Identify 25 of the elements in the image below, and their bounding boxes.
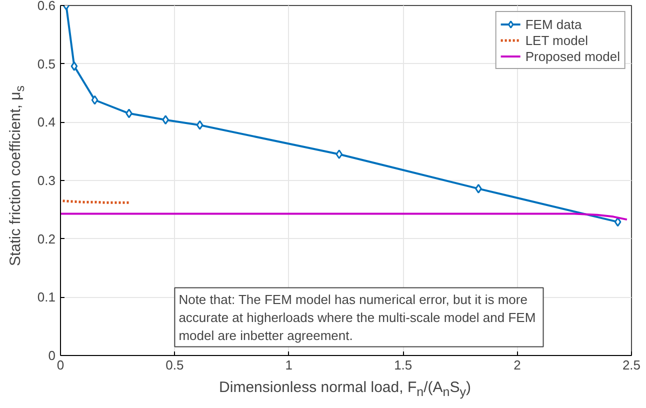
point <box>91 95 98 105</box>
y-tick-label: 0.5 <box>37 56 56 72</box>
y-tick-label: 0 <box>48 348 56 363</box>
y-tick-label: 0.1 <box>37 290 56 305</box>
y-tick-label: 0.2 <box>37 231 56 246</box>
x-tick-label: 1 <box>285 358 293 372</box>
point <box>475 184 482 194</box>
y-tick-label: 0.4 <box>37 114 56 130</box>
legend-label: LET model <box>525 32 588 48</box>
x-tick-label: 0.5 <box>166 358 184 372</box>
point <box>126 108 132 118</box>
legend-label: Proposed model <box>525 48 620 64</box>
x-tick-label: 2 <box>514 358 521 372</box>
point <box>196 120 204 130</box>
x-tick-label: 1.5 <box>394 358 412 372</box>
y-tick-label: 0.6 <box>37 0 56 13</box>
legend-label: FEM data <box>525 16 582 32</box>
annotation: Note that: The FEM model has numerical error, but it is more accurate at higherloads where the multi-scale model and FEM model are inbetter agreement. <box>178 292 536 343</box>
point <box>70 61 78 71</box>
x-tick-label: 2.5 <box>622 358 641 372</box>
point <box>336 150 343 159</box>
point <box>162 115 169 125</box>
y-tick-label: 0.3 <box>37 173 56 188</box>
point <box>614 217 622 227</box>
x-axis-title: Dimensionless normal load, F$_{n}$/(A$_{n}$S$_{y}$) <box>218 378 472 401</box>
